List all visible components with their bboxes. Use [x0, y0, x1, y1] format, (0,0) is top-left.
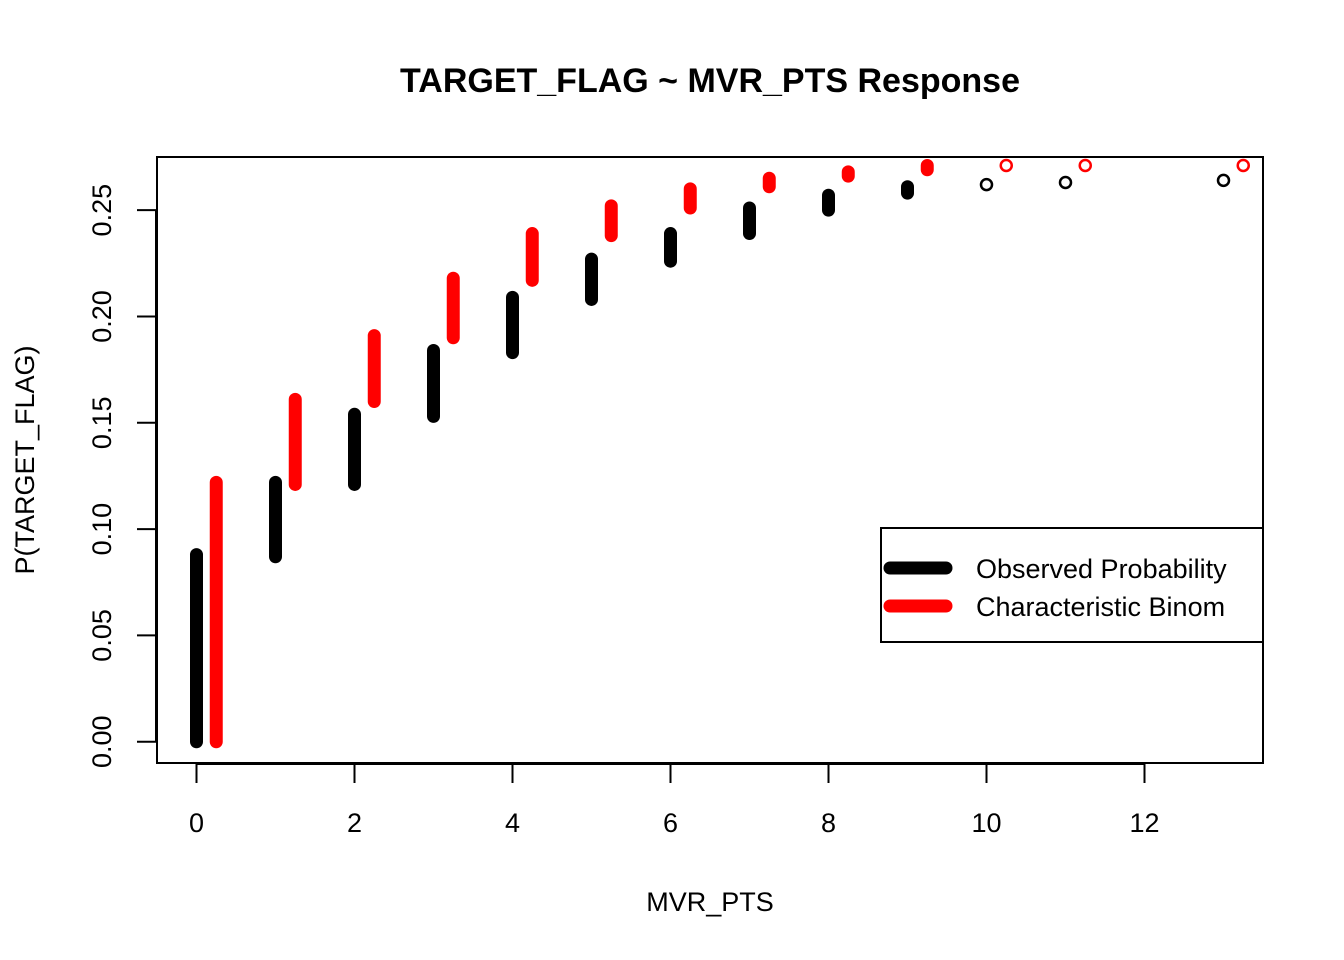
- observed-point: [979, 177, 994, 192]
- data-marks: [190, 158, 1250, 749]
- x-tick-label: 0: [189, 808, 204, 838]
- y-tick-label: 0.00: [87, 715, 117, 768]
- x-tick-label: 4: [505, 808, 520, 838]
- x-tick-label: 10: [971, 808, 1001, 838]
- y-axis: 0.00 0.05 0.10 0.15 0.20 0.25: [87, 184, 157, 768]
- y-tick-label: 0.10: [87, 503, 117, 556]
- legend-label-observed: Observed Probability: [976, 554, 1227, 584]
- plot-frame: [156, 156, 1264, 764]
- observed-point: [1058, 175, 1073, 190]
- x-axis-label: MVR_PTS: [646, 887, 774, 917]
- legend-clip-cover: [1264, 520, 1344, 650]
- y-tick-label: 0.15: [87, 397, 117, 450]
- y-axis-label: P(TARGET_FLAG): [10, 345, 40, 574]
- legend-box: [880, 527, 1274, 643]
- y-tick-label: 0.25: [87, 184, 117, 237]
- chart-title: TARGET_FLAG ~ MVR_PTS Response: [400, 62, 1020, 100]
- x-axis: 0 2 4 6 8 10 12: [189, 763, 1160, 838]
- x-tick-label: 8: [821, 808, 836, 838]
- y-tick-label: 0.20: [87, 290, 117, 343]
- x-tick-label: 2: [347, 808, 362, 838]
- x-tick-label: 12: [1129, 808, 1159, 838]
- x-tick-label: 6: [663, 808, 678, 838]
- legend: Observed Probability Characteristic Bino…: [880, 527, 1274, 643]
- y-tick-label: 0.05: [87, 609, 117, 662]
- observed-point: [1216, 173, 1231, 188]
- binomial-point: [999, 158, 1013, 173]
- binomial-point: [1078, 158, 1092, 173]
- binomial-point: [1236, 158, 1250, 173]
- legend-label-binomial: Characteristic Binom: [976, 592, 1225, 622]
